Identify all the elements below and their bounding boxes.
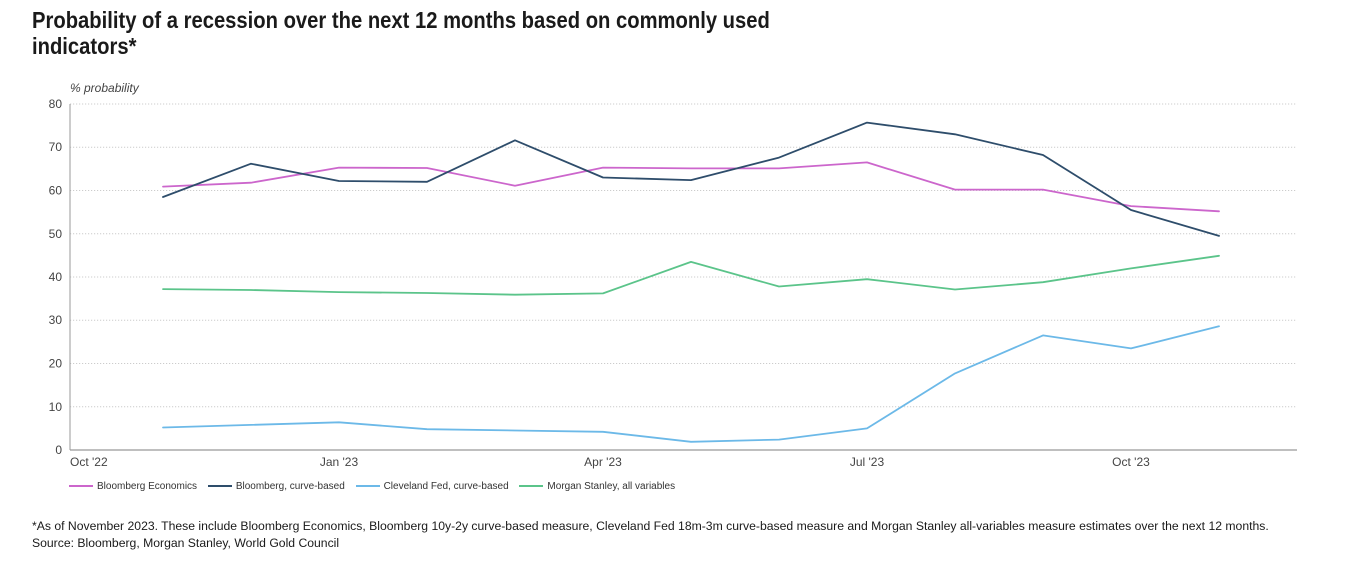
svg-text:30: 30 — [49, 313, 63, 327]
svg-text:50: 50 — [49, 227, 63, 241]
svg-text:Jan '23: Jan '23 — [320, 455, 359, 469]
svg-text:20: 20 — [49, 357, 63, 371]
svg-text:80: 80 — [49, 97, 63, 111]
svg-text:70: 70 — [49, 140, 63, 154]
svg-text:% probability: % probability — [70, 81, 140, 95]
svg-text:10: 10 — [49, 400, 63, 414]
svg-text:Oct '22: Oct '22 — [70, 455, 108, 469]
svg-text:40: 40 — [49, 270, 63, 284]
svg-text:Apr '23: Apr '23 — [584, 455, 622, 469]
svg-text:60: 60 — [49, 184, 63, 198]
svg-text:Oct '23: Oct '23 — [1112, 455, 1150, 469]
svg-text:0: 0 — [55, 443, 62, 457]
svg-text:Jul '23: Jul '23 — [850, 455, 885, 469]
